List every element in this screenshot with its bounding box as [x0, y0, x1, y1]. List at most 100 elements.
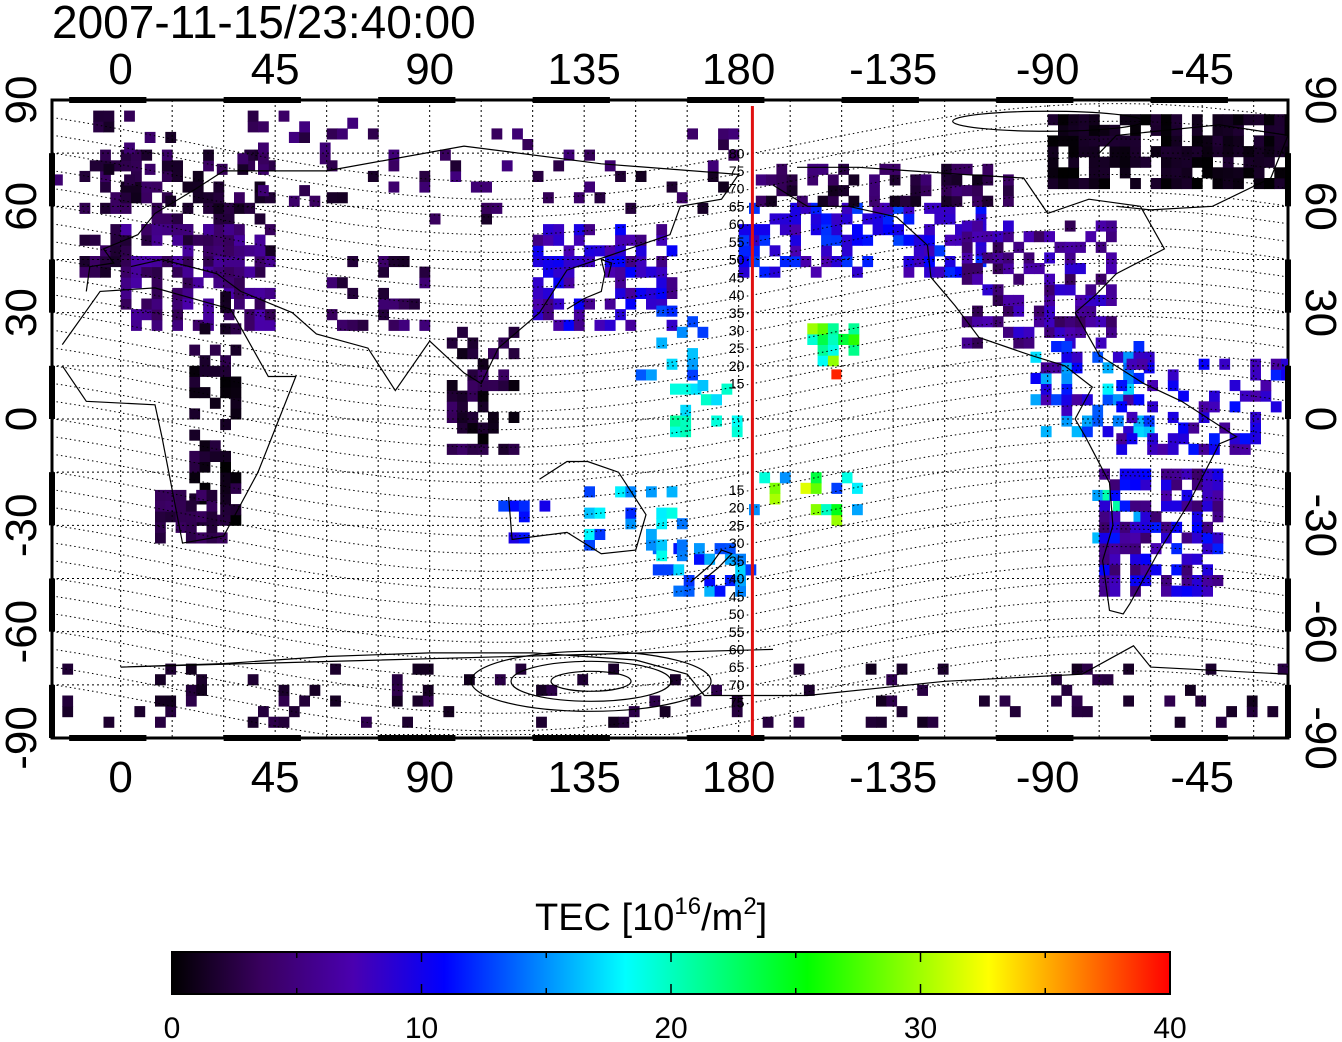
tec-cell: [992, 284, 1004, 296]
tec-cell: [827, 355, 839, 367]
tec-cell: [1202, 585, 1213, 597]
tec-cell: [670, 426, 681, 438]
tec-cell: [776, 163, 788, 175]
tec-cell: [1188, 422, 1200, 434]
tec-cell: [1161, 178, 1172, 190]
tec-cell: [1274, 167, 1286, 179]
tec-cell: [1119, 543, 1131, 555]
tec-cell: [161, 256, 173, 268]
tec-cell: [656, 234, 668, 246]
tec-cell: [326, 192, 338, 204]
map-frame-ticks: [49, 97, 1291, 741]
tec-cell: [1109, 553, 1121, 565]
tec-cell: [161, 149, 173, 161]
mag-lat-label: 30: [729, 535, 745, 551]
tec-cell: [553, 160, 565, 172]
tec-cell: [264, 245, 276, 257]
tec-cell: [1243, 156, 1255, 168]
tec-cell: [223, 245, 235, 257]
tec-cell: [234, 298, 245, 310]
tec-cell: [1068, 156, 1080, 168]
tec-cell: [1133, 511, 1145, 523]
tec-cell: [1099, 135, 1110, 147]
tec-cell: [508, 411, 520, 423]
tec-cell: [230, 504, 242, 516]
tec-cell: [189, 376, 201, 388]
tec-cell: [1078, 135, 1090, 147]
tec-cell: [755, 195, 767, 207]
tec-cell: [563, 277, 575, 289]
tec-cell: [1191, 114, 1203, 126]
tec-cell: [573, 192, 585, 204]
right-lat-tick-label: 90: [1296, 76, 1342, 125]
tec-cell: [1150, 511, 1162, 523]
tec-cell: [1068, 146, 1080, 158]
tec-cell: [831, 224, 843, 236]
tec-cell: [738, 234, 750, 246]
tec-cell: [1140, 114, 1152, 126]
tec-cell: [543, 192, 554, 204]
tec-cell: [120, 202, 132, 214]
tec-cell: [872, 202, 884, 214]
tec-cell: [378, 309, 389, 321]
tec-cell: [1051, 394, 1062, 406]
tec-cell: [278, 684, 290, 696]
tec-cell: [982, 252, 994, 264]
tec-cell: [1274, 135, 1286, 147]
tec-cell: [827, 344, 839, 356]
tec-cell: [793, 716, 805, 728]
tec-cell: [165, 500, 177, 512]
tec-cell: [230, 344, 242, 356]
tec-cell: [1233, 135, 1244, 147]
tec-cell: [120, 160, 132, 172]
tec-cell: [1092, 532, 1104, 544]
tec-cell: [841, 234, 853, 246]
tec-cell: [203, 234, 214, 246]
tec-cell: [110, 245, 122, 257]
tec-cell: [1150, 124, 1162, 136]
tec-cell: [203, 256, 214, 268]
tec-cell: [841, 256, 853, 268]
tec-cell: [670, 383, 681, 395]
tec-cell: [213, 234, 225, 246]
tec-cell: [124, 110, 135, 122]
tec-cell: [690, 383, 702, 395]
tec-cell: [347, 117, 359, 129]
tec-cell: [1102, 394, 1114, 406]
tec-cell: [1085, 284, 1097, 296]
tec-cell: [467, 369, 479, 381]
tec-cell: [1202, 489, 1213, 501]
south-pole-contour: [470, 650, 712, 712]
tec-cell: [1253, 146, 1265, 158]
tec-cell: [230, 323, 242, 335]
tec-cell: [1085, 294, 1097, 306]
tec-cell: [1013, 294, 1025, 306]
tec-cell: [1161, 167, 1172, 179]
tec-cell: [1068, 114, 1080, 126]
tec-cell: [131, 256, 142, 268]
frame-bar-top: [532, 97, 610, 103]
frame-bar-bottom: [1150, 735, 1228, 741]
tec-cell: [1143, 415, 1155, 427]
tec-cell: [220, 419, 231, 431]
tec-cell: [1119, 167, 1131, 179]
tec-cell: [1075, 326, 1086, 338]
tec-cell: [1233, 146, 1244, 158]
tec-cell: [223, 309, 235, 321]
top-lon-tick-label: -45: [1170, 45, 1234, 94]
tec-cell: [1167, 433, 1179, 445]
tec-cell: [141, 192, 153, 204]
tec-cell: [749, 256, 760, 268]
tec-cell: [110, 234, 122, 246]
right-lat-tick-label: -30: [1296, 494, 1342, 558]
tec-cell: [1191, 500, 1203, 512]
tec-cell: [1003, 220, 1014, 232]
tec-cell: [1264, 114, 1275, 126]
tec-cell: [1171, 167, 1183, 179]
tec-cell: [1274, 124, 1286, 136]
tec-cell: [337, 128, 348, 140]
tec-cell: [1140, 553, 1152, 565]
tec-cell: [532, 277, 544, 289]
tec-cell: [185, 532, 197, 544]
tec-cell: [924, 224, 935, 236]
